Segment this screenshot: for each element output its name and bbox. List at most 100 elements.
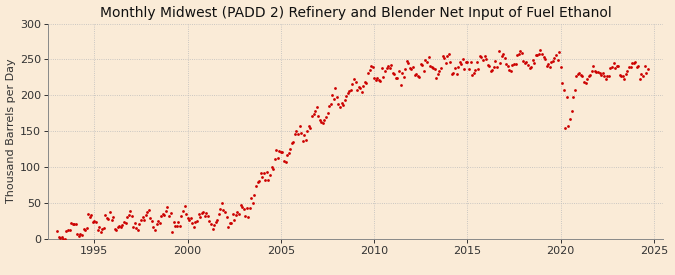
- Point: [63, 227, 74, 232]
- Point: [406, 67, 417, 71]
- Point: [631, 65, 642, 69]
- Point: [234, 212, 244, 216]
- Point: [643, 67, 653, 72]
- Point: [612, 64, 622, 68]
- Point: [549, 56, 560, 60]
- Point: [246, 196, 256, 200]
- Point: [187, 221, 198, 225]
- Point: [477, 58, 488, 62]
- Point: [88, 219, 99, 224]
- Point: [179, 204, 190, 208]
- Point: [170, 224, 181, 228]
- Point: [161, 208, 171, 213]
- Point: [489, 65, 500, 69]
- Point: [293, 132, 304, 136]
- Point: [409, 73, 420, 78]
- Point: [134, 222, 145, 227]
- Point: [423, 55, 434, 59]
- Point: [254, 179, 265, 183]
- Point: [628, 60, 639, 65]
- Point: [157, 212, 168, 217]
- Point: [627, 61, 638, 66]
- Point: [106, 218, 117, 222]
- Point: [193, 212, 204, 216]
- Point: [471, 60, 482, 64]
- Point: [76, 233, 87, 237]
- Point: [126, 214, 137, 218]
- Point: [502, 64, 513, 68]
- Point: [458, 56, 468, 61]
- Point: [280, 160, 291, 164]
- Point: [350, 80, 361, 84]
- Point: [568, 95, 578, 99]
- Point: [591, 69, 602, 74]
- Point: [366, 64, 377, 69]
- Point: [182, 215, 193, 220]
- Point: [462, 59, 472, 64]
- Point: [92, 228, 103, 232]
- Point: [373, 78, 384, 82]
- Point: [473, 67, 484, 71]
- Point: [201, 211, 212, 215]
- Point: [300, 138, 311, 142]
- Point: [65, 220, 76, 225]
- Point: [146, 218, 157, 223]
- Point: [316, 120, 327, 125]
- Point: [422, 60, 433, 64]
- Point: [532, 53, 543, 57]
- Point: [190, 220, 201, 224]
- Point: [315, 117, 325, 122]
- Point: [538, 55, 549, 59]
- Point: [580, 81, 591, 86]
- Point: [290, 132, 300, 136]
- Point: [470, 67, 481, 72]
- Point: [137, 215, 148, 219]
- Point: [215, 207, 225, 211]
- Point: [515, 49, 526, 53]
- Point: [310, 109, 321, 113]
- Point: [576, 73, 587, 77]
- Point: [482, 63, 493, 68]
- Point: [490, 59, 501, 63]
- Point: [199, 214, 210, 219]
- Point: [442, 54, 453, 58]
- Point: [392, 76, 403, 81]
- Point: [72, 232, 83, 236]
- Y-axis label: Thousand Barrels per Day: Thousand Barrels per Day: [5, 59, 16, 204]
- Point: [294, 124, 305, 128]
- Point: [64, 227, 75, 232]
- Point: [328, 97, 339, 101]
- Point: [227, 211, 238, 216]
- Point: [451, 72, 462, 76]
- Point: [435, 66, 446, 70]
- Point: [196, 210, 207, 215]
- Point: [497, 52, 508, 56]
- Point: [395, 82, 406, 87]
- Point: [142, 210, 153, 214]
- Point: [128, 225, 138, 229]
- Point: [273, 156, 284, 160]
- Point: [593, 70, 603, 74]
- Point: [443, 52, 454, 56]
- Point: [53, 235, 64, 239]
- Point: [125, 209, 136, 213]
- Point: [156, 214, 167, 218]
- Point: [375, 79, 386, 83]
- Point: [291, 129, 302, 133]
- Point: [639, 64, 650, 68]
- Point: [297, 138, 308, 143]
- Point: [445, 59, 456, 64]
- Point: [250, 183, 261, 188]
- Point: [527, 57, 538, 62]
- Point: [346, 88, 356, 92]
- Point: [308, 112, 319, 117]
- Point: [52, 229, 63, 233]
- Point: [313, 113, 323, 118]
- Point: [94, 225, 105, 229]
- Point: [429, 67, 440, 72]
- Point: [465, 60, 476, 64]
- Point: [240, 214, 250, 218]
- Point: [101, 216, 112, 221]
- Point: [150, 228, 161, 232]
- Point: [531, 53, 541, 57]
